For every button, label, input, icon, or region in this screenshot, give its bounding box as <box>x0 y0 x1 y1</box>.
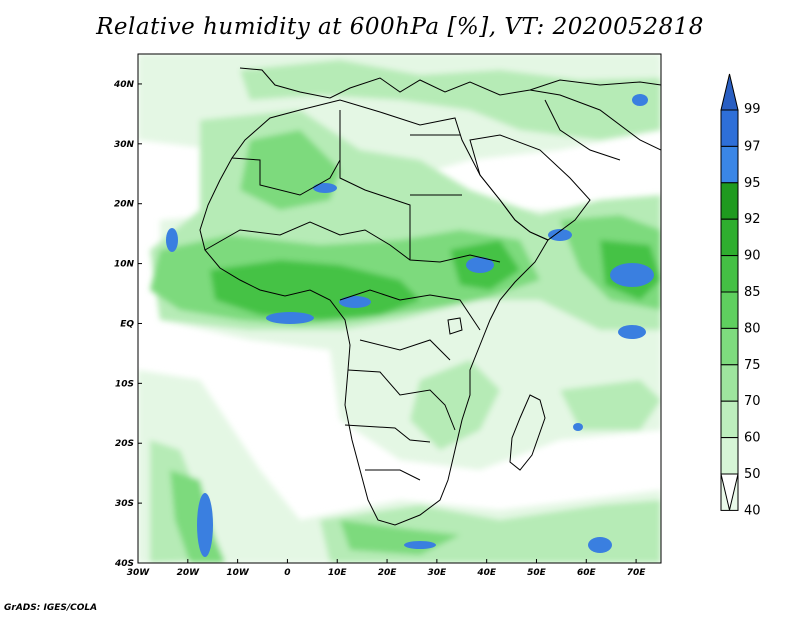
colorbar-level-label: 95 <box>744 176 761 191</box>
europe-coast-outline <box>239 67 661 99</box>
latitude-axis: 40N 30N 20N 10N EQ 10S 20S 30S 40S <box>113 80 142 569</box>
longitude-tick-label: 40E <box>476 568 497 578</box>
iran-outline <box>529 89 661 161</box>
colorbar-level-label: 85 <box>744 285 761 300</box>
colorbar-swatch <box>720 364 739 402</box>
colorbar-level-label: 50 <box>744 467 761 482</box>
colorbar-level-label: 80 <box>744 321 761 336</box>
humidity-region-very-light-south <box>138 370 661 563</box>
latitude-tick-label: 20S <box>115 439 134 449</box>
map-title: Relative humidity at 600hPa [%], VT: 202… <box>96 14 704 40</box>
colorbar-level-label: 92 <box>744 212 761 227</box>
longitude-tick-label: 20E <box>378 568 398 578</box>
longitude-axis: 30W 20W 10W 0 10E 20E 30E 40E 50E 60E 70E <box>127 559 647 578</box>
saturated-pocket-iran <box>632 94 648 106</box>
colorbar-swatch <box>720 182 739 220</box>
saturated-pocket-equator-east <box>618 325 646 339</box>
colorbar-swatch <box>720 400 739 439</box>
lake-victoria-outline <box>447 317 463 335</box>
saturated-pocket-southeast <box>588 537 612 553</box>
humidity-region-light-east <box>410 360 500 450</box>
latitude-tick-label: 20N <box>114 200 135 210</box>
saturated-pocket-ethiopia <box>466 257 494 273</box>
longitude-tick-label: 0 <box>284 568 290 578</box>
colorbar-level-label: 97 <box>744 139 761 154</box>
colorbar-swatch <box>720 255 739 293</box>
border-egypt-sudan <box>410 134 462 196</box>
arabian-peninsula-outline <box>469 134 591 241</box>
plot-frame <box>137 53 662 564</box>
colorbar-level-label: 40 <box>744 503 761 518</box>
latitude-tick-label: 10N <box>114 260 135 270</box>
saturated-pocket-south-coast <box>404 541 436 549</box>
saturated-pocket-southwest-band <box>197 493 213 557</box>
longitude-tick-label: 60E <box>577 568 597 578</box>
longitude-tick-label: 10E <box>328 568 348 578</box>
colorbar-level-label: 75 <box>744 358 761 373</box>
colorbar-level-label: 99 <box>744 102 761 117</box>
saturated-pocket-somalia <box>548 229 572 241</box>
humidity-colorbar: 99 97 95 92 90 85 80 75 70 60 50 40 <box>720 73 761 518</box>
colorbar-bottom-arrow <box>720 473 739 511</box>
longitude-tick-label: 30W <box>127 568 151 578</box>
border-southern-africa <box>344 369 456 481</box>
longitude-tick-label: 70E <box>627 568 647 578</box>
coastlines-and-borders <box>199 67 661 526</box>
saturated-pocket-arabian-sea <box>610 263 654 287</box>
saturated-pocket-congo <box>339 296 371 308</box>
africa-coastline <box>199 99 549 526</box>
saturated-pocket-west-coast <box>166 228 178 252</box>
saturated-pocket-madagascar-east <box>573 423 583 431</box>
latitude-tick-label: 40N <box>113 80 135 90</box>
colorbar-swatch <box>720 145 739 184</box>
latitude-tick-label: 30N <box>114 140 135 150</box>
colorbar-top-arrow <box>720 73 739 111</box>
grads-credit: GrADS: IGES/COLA <box>4 603 98 613</box>
longitude-tick-label: 10W <box>226 568 250 578</box>
border-sahara-central <box>339 110 411 260</box>
saturated-pocket-gulf <box>266 312 314 324</box>
humidity-region-light-north <box>240 60 661 140</box>
longitude-tick-label: 30E <box>428 568 448 578</box>
latitude-tick-label: 40S <box>114 559 134 569</box>
colorbar-swatch <box>720 218 739 257</box>
longitude-tick-label: 50E <box>527 568 547 578</box>
humidity-saturated-pockets <box>166 94 654 557</box>
humidity-region-light-mozambique <box>560 380 661 430</box>
latitude-tick-label: EQ <box>120 319 134 329</box>
colorbar-swatch <box>720 327 739 366</box>
border-sahara-west <box>231 157 341 196</box>
colorbar-level-label: 70 <box>744 394 761 409</box>
plot-area <box>137 53 662 564</box>
latitude-tick-label: 10S <box>115 379 134 389</box>
colorbar-swatch <box>720 109 739 147</box>
longitude-tick-label: 20W <box>177 568 201 578</box>
saturated-pocket-sahara <box>313 183 337 193</box>
colorbar-swatch <box>720 291 739 329</box>
latitude-tick-label: 30S <box>115 499 134 509</box>
humidity-field <box>138 54 661 563</box>
border-central-africa <box>339 289 481 361</box>
colorbar-level-label: 90 <box>744 249 761 264</box>
border-west-africa <box>204 221 501 263</box>
colorbar-level-label: 60 <box>744 431 761 446</box>
madagascar-outline <box>509 394 546 471</box>
colorbar-swatch <box>720 437 739 475</box>
